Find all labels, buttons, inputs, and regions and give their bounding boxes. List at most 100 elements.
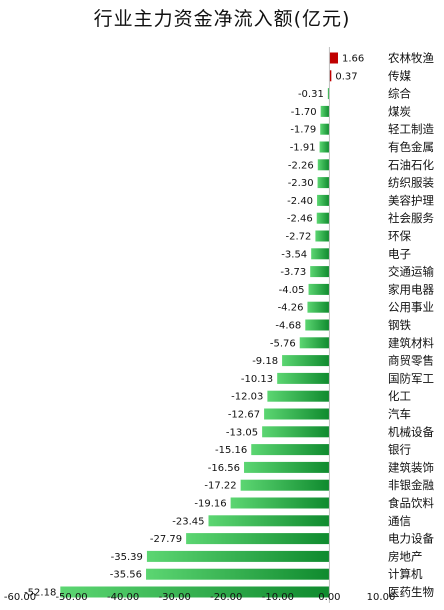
category-label: 通信 [388, 514, 411, 528]
category-label: 钢铁 [388, 318, 411, 332]
value-label: -2.26 [288, 160, 314, 171]
value-label: -12.67 [228, 410, 260, 421]
category-label: 传媒 [388, 69, 411, 83]
category-label: 银行 [388, 443, 411, 457]
bar-银行 [251, 444, 330, 456]
bar-电子 [311, 248, 330, 260]
value-label: -0.31 [298, 89, 324, 100]
category-label: 房地产 [388, 549, 423, 563]
category-label: 非银金融 [388, 478, 434, 492]
bar-化工 [267, 390, 330, 402]
bar-石油石化 [317, 159, 330, 171]
category-label: 交通运输 [388, 265, 434, 279]
value-label: -13.05 [226, 427, 258, 438]
value-label: -19.16 [194, 499, 226, 510]
category-label: 石油石化 [388, 158, 434, 172]
value-label: -2.72 [286, 232, 312, 243]
bar-国防军工 [277, 372, 330, 384]
category-label: 计算机 [388, 567, 423, 581]
category-label: 化工 [388, 389, 411, 403]
bar-美容护理 [317, 194, 330, 206]
category-label: 建筑装饰 [388, 460, 434, 474]
category-label: 煤炭 [388, 104, 411, 118]
bar-通信 [208, 515, 330, 527]
x-tick-label: -40.00 [107, 592, 139, 603]
value-label: -4.05 [279, 285, 305, 296]
bar-食品饮料 [230, 497, 330, 509]
value-label: -23.45 [172, 516, 204, 527]
bar-农林牧渔 [329, 52, 338, 64]
value-label: -2.46 [287, 214, 313, 225]
value-label: -27.79 [150, 534, 182, 545]
category-label: 环保 [388, 229, 411, 243]
category-label: 食品饮料 [388, 496, 434, 510]
x-tick-label: -60.00 [4, 592, 36, 603]
value-label: -35.39 [111, 552, 143, 563]
value-label: -2.40 [287, 196, 313, 207]
value-label: -1.79 [290, 125, 316, 136]
bar-建筑装饰 [244, 461, 330, 473]
chart-title: 行业主力资金净流入额(亿元) [93, 8, 351, 30]
category-label: 国防军工 [388, 371, 434, 385]
bar-纺织服装 [317, 177, 330, 189]
category-label: 美容护理 [388, 193, 434, 207]
value-label: -35.56 [110, 570, 142, 581]
category-label: 电子 [388, 247, 411, 261]
value-label: -2.30 [288, 178, 314, 189]
bar-医药生物 [60, 586, 330, 598]
category-label: 纺织服装 [388, 176, 434, 190]
x-tick-label: 10.00 [367, 592, 396, 603]
bar-有色金属 [319, 141, 330, 153]
category-label: 农林牧渔 [388, 51, 434, 65]
category-label: 社会服务 [388, 211, 434, 225]
category-label: 医药生物 [388, 585, 434, 599]
bar-电力设备 [186, 533, 330, 545]
bar-传媒 [329, 70, 332, 82]
value-label: -4.26 [278, 303, 304, 314]
category-label: 商贸零售 [388, 354, 434, 368]
bar-建筑材料 [299, 337, 330, 349]
bar-社会服务 [316, 212, 330, 224]
bar-轻工制造 [320, 123, 330, 135]
bar-环保 [315, 230, 330, 242]
x-tick-label: -10.00 [262, 592, 294, 603]
bar-煤炭 [320, 105, 330, 117]
bar-综合 [327, 88, 330, 100]
category-label: 轻工制造 [388, 122, 434, 136]
value-label: 0.37 [335, 71, 357, 82]
bar-公用事业 [307, 301, 330, 313]
value-label: -15.16 [215, 445, 247, 456]
x-tick-label: 0.00 [318, 592, 340, 603]
value-label: -1.70 [291, 107, 317, 118]
value-label: -3.54 [281, 249, 307, 260]
bar-交通运输 [310, 266, 330, 278]
bar-家用电器 [308, 283, 330, 295]
x-tick-label: -50.00 [55, 592, 87, 603]
category-label: 公用事业 [388, 300, 434, 314]
value-label: -52.18 [24, 588, 56, 599]
value-label: -5.76 [270, 338, 296, 349]
bar-非银金融 [240, 479, 330, 491]
category-label: 综合 [388, 87, 411, 101]
category-label: 电力设备 [388, 532, 434, 546]
x-tick-label: -30.00 [159, 592, 191, 603]
bar-钢铁 [305, 319, 330, 331]
category-label: 有色金属 [388, 140, 434, 154]
value-label: -16.56 [208, 463, 240, 474]
bar-计算机 [146, 568, 330, 580]
x-tick-label: -20.00 [210, 592, 242, 603]
bar-汽车 [264, 408, 330, 420]
value-label: -4.68 [275, 321, 301, 332]
bar-机械设备 [262, 426, 330, 438]
bar-房地产 [146, 550, 330, 562]
bar-商贸零售 [282, 355, 330, 367]
value-label: -9.18 [252, 356, 278, 367]
category-label: 家用电器 [388, 282, 434, 296]
value-label: -3.73 [280, 267, 306, 278]
value-label: -10.13 [241, 374, 273, 385]
value-label: -12.03 [231, 392, 263, 403]
category-label: 建筑材料 [388, 336, 434, 350]
value-label: -1.91 [290, 143, 316, 154]
value-label: 1.66 [342, 54, 364, 65]
